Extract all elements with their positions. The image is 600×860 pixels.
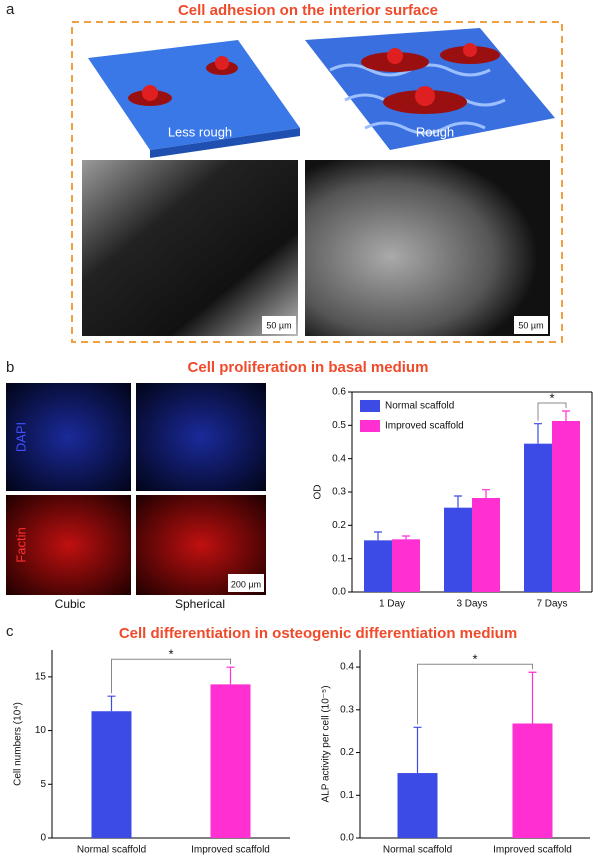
y-axis-label: OD bbox=[313, 485, 324, 500]
y-tick-label: 0.3 bbox=[340, 704, 354, 715]
significance-bracket bbox=[111, 658, 231, 694]
y-tick-label: 0.1 bbox=[332, 553, 346, 564]
error-bar bbox=[402, 535, 410, 540]
y-tick-label: 0.4 bbox=[340, 662, 354, 673]
significance-star: * bbox=[549, 390, 554, 405]
cell-nucleus bbox=[463, 43, 477, 57]
cell-nucleus bbox=[215, 56, 229, 70]
y-tick-label: 5 bbox=[40, 779, 46, 790]
sem-image bbox=[82, 160, 298, 336]
sem-image bbox=[305, 160, 550, 336]
y-tick-label: 10 bbox=[35, 725, 47, 736]
bar bbox=[472, 498, 500, 592]
y-tick-label: 0.4 bbox=[332, 453, 346, 464]
y-tick-label: 0.5 bbox=[332, 420, 346, 431]
column-label: Cubic bbox=[55, 597, 86, 611]
stain-label: Factin bbox=[13, 527, 28, 562]
fluorescence-image bbox=[6, 383, 131, 491]
scale-bar-box bbox=[514, 316, 548, 334]
error-bar bbox=[413, 726, 422, 774]
significance-bracket bbox=[417, 663, 533, 725]
x-tick-label: Normal scaffold bbox=[77, 845, 146, 856]
error-bar bbox=[226, 666, 235, 685]
stain-label: DAPI bbox=[13, 422, 28, 452]
bar bbox=[444, 507, 472, 592]
bar bbox=[512, 723, 553, 838]
bar bbox=[392, 539, 420, 592]
scale-bar-box bbox=[262, 316, 296, 334]
bar bbox=[364, 540, 392, 592]
x-tick-label: 1 Day bbox=[379, 599, 405, 610]
x-tick-label: 3 Days bbox=[456, 599, 487, 610]
y-axis-label: Cell numbers (10⁴) bbox=[13, 702, 24, 786]
bar bbox=[397, 773, 438, 838]
fluorescence-image bbox=[6, 495, 131, 595]
panel-label: b bbox=[6, 359, 14, 376]
fluorescence-image bbox=[136, 383, 266, 491]
error-bar bbox=[562, 410, 570, 421]
error-bar bbox=[534, 423, 542, 444]
significance-star: * bbox=[472, 652, 477, 667]
error-bar bbox=[528, 671, 537, 724]
significance-star: * bbox=[168, 647, 173, 662]
panel-title: Cell proliferation in basal medium bbox=[188, 359, 429, 376]
surface-label: Rough bbox=[416, 124, 454, 139]
scale-bar-box bbox=[228, 574, 264, 592]
surface-edge bbox=[150, 128, 300, 158]
x-tick-label: Improved scaffold bbox=[493, 845, 572, 856]
panel-title: Cell differentiation in osteogenic diffe… bbox=[119, 625, 517, 642]
error-bar bbox=[374, 531, 382, 541]
bar bbox=[524, 443, 552, 592]
scale-bar-label: 50 µm bbox=[518, 320, 543, 330]
bar bbox=[91, 711, 132, 838]
column-label: Spherical bbox=[175, 597, 225, 611]
y-tick-label: 0.0 bbox=[332, 587, 346, 598]
y-tick-label: 0.0 bbox=[340, 833, 354, 844]
y-tick-label: 0.2 bbox=[332, 520, 346, 531]
legend-swatch bbox=[360, 420, 380, 432]
scale-bar-label: 200 µm bbox=[231, 579, 261, 589]
legend-label: Improved scaffold bbox=[385, 421, 464, 432]
significance-bracket bbox=[537, 402, 567, 421]
y-tick-label: 0.1 bbox=[340, 790, 354, 801]
y-tick-label: 0.2 bbox=[340, 747, 354, 758]
scale-bar-label: 50 µm bbox=[266, 320, 291, 330]
cell-nucleus bbox=[415, 86, 435, 106]
x-tick-label: Normal scaffold bbox=[383, 845, 452, 856]
y-tick-label: 15 bbox=[35, 671, 47, 682]
panel-label: c bbox=[6, 623, 14, 640]
dashed-frame bbox=[71, 21, 563, 343]
legend-label: Normal scaffold bbox=[385, 401, 454, 412]
cell-nucleus bbox=[387, 48, 403, 64]
error-bar bbox=[482, 489, 490, 498]
y-tick-label: 0.3 bbox=[332, 487, 346, 498]
error-bar bbox=[107, 695, 116, 712]
x-tick-label: 7 Days bbox=[536, 599, 567, 610]
cell-nucleus bbox=[142, 85, 158, 101]
smooth-surface bbox=[88, 40, 300, 150]
bar bbox=[552, 421, 580, 592]
x-tick-label: Improved scaffold bbox=[191, 845, 270, 856]
y-axis-label: ALP activity per cell (10⁻⁵) bbox=[321, 685, 332, 802]
y-tick-label: 0.6 bbox=[332, 387, 346, 398]
panel-label: a bbox=[6, 1, 15, 18]
surface-label: Less rough bbox=[168, 124, 232, 139]
legend-swatch bbox=[360, 400, 380, 412]
error-bar bbox=[454, 495, 462, 508]
bar bbox=[210, 684, 251, 838]
panel-title: Cell adhesion on the interior surface bbox=[178, 2, 438, 19]
y-tick-label: 0 bbox=[40, 833, 46, 844]
